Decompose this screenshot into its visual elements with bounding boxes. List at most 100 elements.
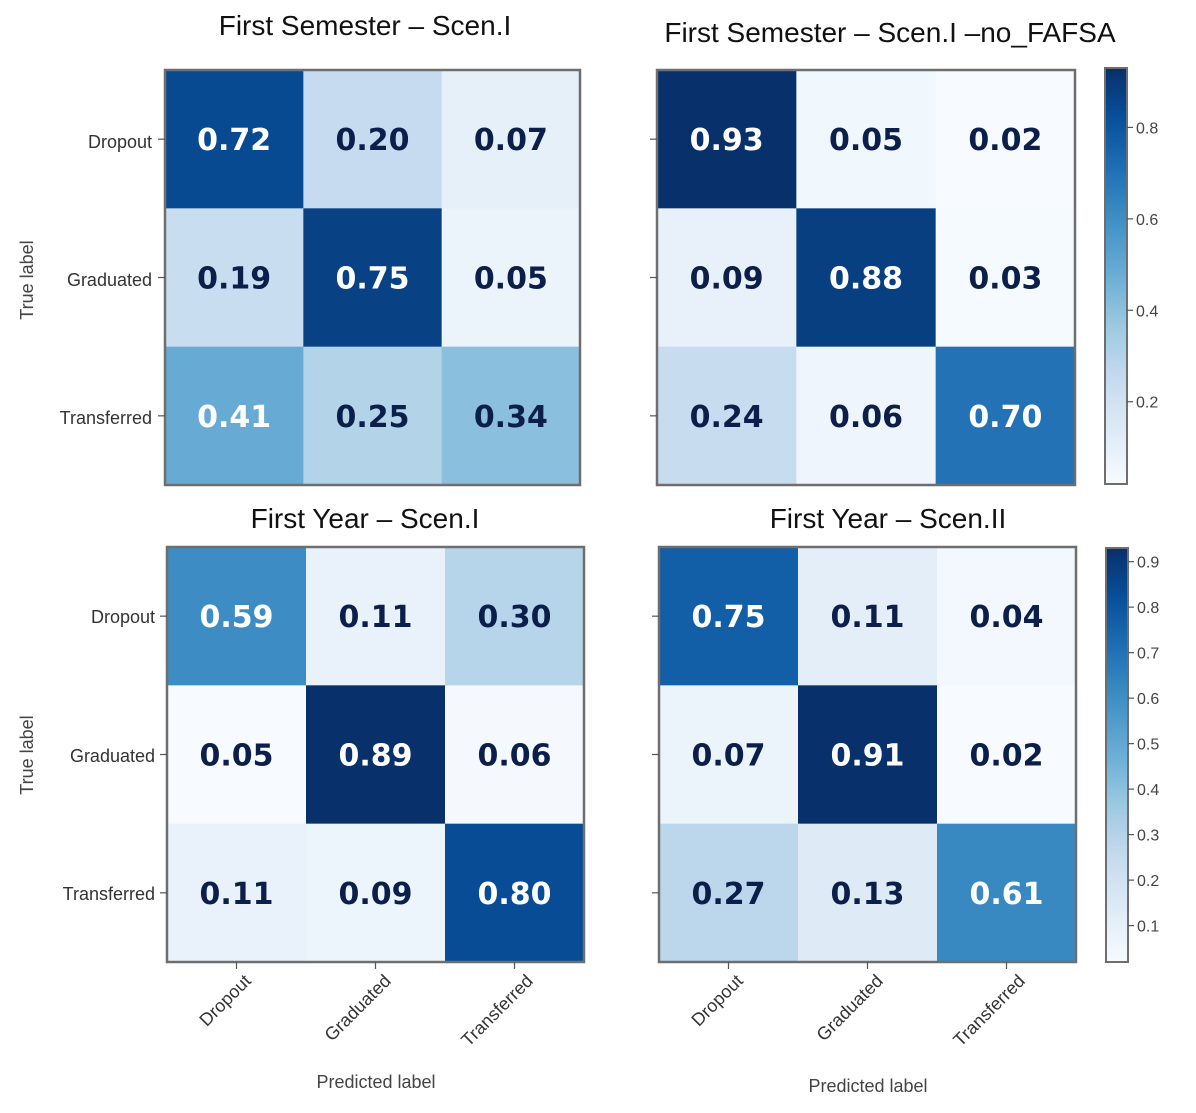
heatmap-cell-transferred-graduated	[798, 823, 938, 963]
panel-first-year-scen1: First Year – Scen.I 0.59 0.11 0.30 0.05 0.89…	[17, 503, 586, 1092]
cell-value-label-dropout-transferred: 0.07	[474, 123, 548, 158]
colorbar-tick-label: 0.1	[1137, 919, 1159, 936]
colorbar-tick-label: 0.8	[1136, 120, 1158, 137]
colorbar-tick-label: 0.2	[1136, 395, 1158, 412]
colorbar-tick-label: 0.5	[1137, 737, 1159, 754]
heatmap-cell-graduated-transferred	[937, 685, 1077, 825]
cell-value-label-dropout-graduated: 0.11	[338, 600, 412, 635]
x-axis-label: Predicted label	[808, 1076, 927, 1096]
cell-value-label-transferred-graduated: 0.13	[830, 877, 904, 912]
cell-value-label-transferred-dropout: 0.11	[199, 877, 273, 912]
heatmap-cell-transferred-transferred	[935, 346, 1076, 486]
y-tick-label-graduated: Graduated	[67, 270, 152, 290]
x-tick-label-transferred: Transferred	[457, 971, 536, 1050]
heatmap-cell-transferred-dropout	[657, 346, 797, 486]
heatmap-cells: 0.72 0.20 0.07 0.19 0.75 0.05 0.41 0.25 0.34	[158, 68, 582, 487]
heatmap-cell-dropout-transferred	[935, 70, 1076, 209]
y-tick-label-graduated: Graduated	[70, 746, 155, 766]
cell-value-label-transferred-dropout: 0.27	[691, 877, 765, 912]
colorbar-tick-label: 0.9	[1137, 555, 1159, 572]
heatmap-cell-transferred-graduated	[306, 823, 446, 963]
x-tick-label-graduated: Graduated	[813, 971, 887, 1045]
x-axis-label: Predicted label	[316, 1072, 435, 1092]
y-tick-label-dropout: Dropout	[88, 132, 152, 152]
heatmap-cell-dropout-graduated	[796, 70, 937, 209]
y-tick-labels: Dropout Graduated Transferred	[63, 607, 155, 904]
heatmap-cell-dropout-dropout	[657, 70, 797, 209]
cell-value-label-transferred-graduated: 0.25	[335, 400, 409, 435]
colorbar-gradient-bar	[1104, 67, 1128, 485]
cell-value-label-dropout-dropout: 0.93	[690, 123, 764, 158]
y-tick-labels: Dropout Graduated Transferred	[60, 132, 152, 428]
heatmap-cells: 0.59 0.11 0.30 0.05 0.89 0.06 0.11 0.09 0.80	[160, 545, 586, 969]
cell-value-label-graduated-dropout: 0.05	[199, 739, 273, 774]
cell-value-label-dropout-transferred: 0.04	[969, 600, 1043, 635]
panel-first-semester-scen1-no-fafsa: First Semester – Scen.I –no_FAFSA 0.93 0.…	[650, 17, 1116, 487]
cell-value-label-dropout-dropout: 0.59	[199, 600, 273, 635]
heatmap-cell-dropout-graduated	[303, 70, 443, 209]
cell-value-label-dropout-graduated: 0.11	[830, 600, 904, 635]
colorbar-gradient-bar	[1105, 547, 1129, 963]
x-tick-label-dropout: Dropout	[195, 971, 254, 1030]
heatmap-cell-transferred-dropout	[167, 823, 307, 963]
cell-value-label-graduated-transferred: 0.06	[477, 739, 551, 774]
heatmap-cell-dropout-graduated	[306, 547, 446, 686]
colorbar-tick-label: 0.6	[1137, 691, 1159, 708]
heatmap-cell-transferred-transferred	[441, 346, 581, 486]
colorbar-tick-label: 0.6	[1136, 212, 1158, 229]
y-axis-label: True label	[17, 715, 37, 794]
panel-first-year-scen2: First Year – Scen.II 0.75 0.11 0.04 0.07 0.9…	[652, 503, 1078, 1096]
colorbar-tick-label: 0.4	[1136, 303, 1158, 320]
heatmap-cell-graduated-dropout	[167, 685, 307, 825]
y-axis-label: True label	[17, 240, 37, 319]
cell-value-label-transferred-graduated: 0.06	[829, 400, 903, 435]
panel-title: First Semester – Scen.I	[219, 10, 512, 41]
heatmap-cell-dropout-dropout	[165, 70, 304, 209]
heatmap-cell-transferred-dropout	[165, 346, 304, 486]
heatmap-cell-graduated-transferred	[935, 208, 1076, 348]
cell-value-label-transferred-dropout: 0.24	[690, 400, 764, 435]
cell-value-label-graduated-graduated: 0.75	[335, 262, 409, 297]
cell-value-label-dropout-graduated: 0.20	[335, 123, 409, 158]
heatmap-cell-graduated-graduated	[798, 685, 938, 825]
cell-value-label-transferred-graduated: 0.09	[338, 877, 412, 912]
heatmap-cell-graduated-dropout	[657, 208, 797, 348]
y-tick-label-transferred: Transferred	[60, 408, 152, 428]
colorbar-tick-label: 0.2	[1137, 873, 1159, 890]
y-tick-label-transferred: Transferred	[63, 884, 155, 904]
cell-value-label-graduated-transferred: 0.02	[969, 739, 1043, 774]
cell-value-label-transferred-transferred: 0.34	[474, 400, 548, 435]
heatmap-cell-graduated-graduated	[306, 685, 446, 825]
heatmap-cell-transferred-transferred	[937, 823, 1077, 963]
heatmap-cell-graduated-transferred	[445, 685, 585, 825]
cell-value-label-dropout-graduated: 0.05	[829, 123, 903, 158]
cell-value-label-transferred-transferred: 0.80	[477, 877, 551, 912]
cell-value-label-transferred-transferred: 0.70	[968, 400, 1042, 435]
panel-first-semester-scen1: First Semester – Scen.I 0.72 0.20 0.07 0.19…	[17, 10, 582, 487]
x-tick-labels: Dropout Graduated Transferred	[687, 971, 1028, 1050]
colorbar-tick-label: 0.7	[1137, 646, 1159, 663]
x-tick-label-transferred: Transferred	[949, 971, 1028, 1050]
cell-value-label-graduated-graduated: 0.89	[338, 739, 412, 774]
heatmap-cell-graduated-dropout	[165, 208, 304, 348]
cell-value-label-graduated-transferred: 0.05	[474, 262, 548, 297]
cell-value-label-graduated-dropout: 0.07	[691, 739, 765, 774]
x-tick-label-graduated: Graduated	[321, 971, 395, 1045]
heatmap-cell-transferred-graduated	[796, 346, 937, 486]
colorbar-bottom: 0.1 0.2 0.3 0.4 0.5 0.6 0.7 0.8 0.9	[1105, 547, 1159, 963]
x-tick-label-dropout: Dropout	[687, 971, 746, 1030]
cell-value-label-transferred-transferred: 0.61	[969, 877, 1043, 912]
cell-value-label-graduated-dropout: 0.19	[197, 262, 271, 297]
heatmap-cell-graduated-dropout	[659, 685, 799, 825]
colorbar-tick-label: 0.8	[1137, 600, 1159, 617]
cell-value-label-dropout-transferred: 0.30	[477, 600, 551, 635]
panel-title: First Year – Scen.II	[770, 503, 1007, 534]
heatmap-cell-dropout-dropout	[659, 547, 799, 686]
colorbar-top: 0.2 0.4 0.6 0.8	[1104, 67, 1158, 485]
heatmap-cell-graduated-graduated	[796, 208, 937, 348]
cell-value-label-graduated-transferred: 0.03	[968, 262, 1042, 297]
cell-value-label-graduated-dropout: 0.09	[690, 262, 764, 297]
heatmap-cell-dropout-graduated	[798, 547, 938, 686]
heatmap-cell-dropout-transferred	[937, 547, 1077, 686]
